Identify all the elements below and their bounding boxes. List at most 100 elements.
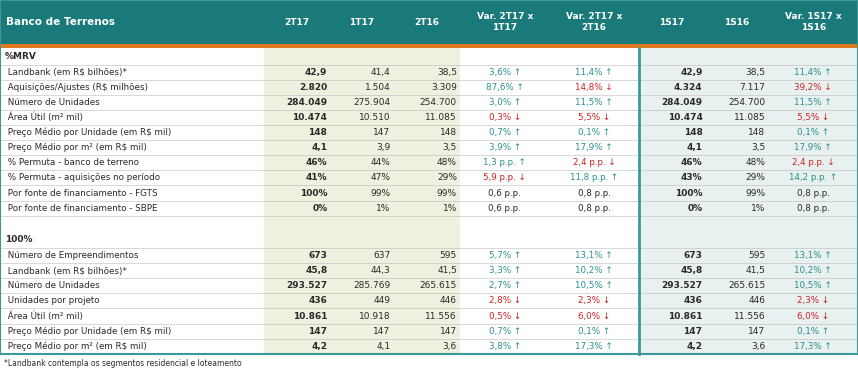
Text: 39,2% ↓: 39,2% ↓	[795, 83, 832, 92]
Text: Preço Médio por m² (em R$ mil): Preço Médio por m² (em R$ mil)	[5, 341, 147, 351]
Text: Unidades por projeto: Unidades por projeto	[5, 296, 100, 305]
Text: 11,4% ↑: 11,4% ↑	[576, 68, 613, 77]
Text: 10.474: 10.474	[293, 113, 328, 122]
Text: 275.904: 275.904	[353, 98, 390, 107]
Text: 5,5% ↓: 5,5% ↓	[578, 113, 610, 122]
Text: 0,1% ↑: 0,1% ↑	[578, 128, 610, 137]
Text: 2T17: 2T17	[285, 18, 310, 27]
Text: 42,9: 42,9	[305, 68, 328, 77]
Text: 673: 673	[309, 251, 328, 260]
Text: 4,2: 4,2	[686, 342, 703, 351]
Bar	[0, 49, 263, 354]
Text: 147: 147	[373, 327, 390, 336]
Text: 100%: 100%	[299, 188, 328, 197]
Text: 46%: 46%	[305, 158, 328, 167]
Text: % Permuta - aquisições no período: % Permuta - aquisições no período	[5, 173, 160, 182]
Text: 0,8 p.p.: 0,8 p.p.	[577, 188, 611, 197]
Text: 148: 148	[748, 128, 765, 137]
Text: 100%: 100%	[5, 235, 33, 244]
Text: 284.049: 284.049	[287, 98, 328, 107]
Text: 14,8% ↓: 14,8% ↓	[576, 83, 613, 92]
Text: 4,1: 4,1	[686, 143, 703, 152]
Text: 0,7% ↑: 0,7% ↑	[488, 128, 521, 137]
Text: 4,1: 4,1	[377, 342, 390, 351]
Text: 1,3 p.p. ↑: 1,3 p.p. ↑	[483, 158, 526, 167]
Text: Número de Empreendimentos: Número de Empreendimentos	[5, 251, 138, 260]
Text: 293.527: 293.527	[662, 281, 703, 290]
Text: Área Útil (m² mil): Área Útil (m² mil)	[5, 113, 83, 122]
Bar	[0, 49, 639, 354]
Text: 87,6% ↑: 87,6% ↑	[486, 83, 523, 92]
Text: 293.527: 293.527	[287, 281, 328, 290]
Text: 2,4 p.p. ↓: 2,4 p.p. ↓	[573, 158, 615, 167]
Text: 0%: 0%	[312, 204, 328, 213]
Text: 595: 595	[748, 251, 765, 260]
Text: Área Útil (m² mil): Área Útil (m² mil)	[5, 311, 83, 321]
Text: 38,5: 38,5	[746, 68, 765, 77]
Text: %MRV: %MRV	[5, 52, 37, 61]
Text: 148: 148	[684, 128, 703, 137]
Text: 10.918: 10.918	[359, 312, 390, 320]
Text: 41,5: 41,5	[746, 266, 765, 275]
Text: 254.700: 254.700	[728, 98, 765, 107]
Text: Preço Médio por Unidade (em R$ mil): Preço Médio por Unidade (em R$ mil)	[5, 326, 172, 336]
Bar	[0, 0, 639, 44]
Text: 2,4 p.p. ↓: 2,4 p.p. ↓	[792, 158, 835, 167]
Text: 0,7% ↑: 0,7% ↑	[488, 327, 521, 336]
Text: 4,2: 4,2	[311, 342, 328, 351]
Text: 4.324: 4.324	[674, 83, 703, 92]
Text: 3,0% ↑: 3,0% ↑	[488, 98, 521, 107]
Text: 0,8 p.p.: 0,8 p.p.	[797, 204, 830, 213]
Text: 1%: 1%	[443, 204, 457, 213]
Text: 673: 673	[684, 251, 703, 260]
Text: 99%: 99%	[746, 188, 765, 197]
Text: Var. 2T17 x
1T17: Var. 2T17 x 1T17	[476, 12, 533, 32]
Text: *Landbank contempla os segmentos residencial e loteamento: *Landbank contempla os segmentos residen…	[4, 359, 242, 368]
Text: 17,3% ↑: 17,3% ↑	[795, 342, 832, 351]
Bar	[639, 0, 858, 44]
Text: Aquisições/Ajustes (R$ milhões): Aquisições/Ajustes (R$ milhões)	[5, 83, 148, 92]
Text: 3,6% ↑: 3,6% ↑	[488, 68, 521, 77]
Text: 44,3: 44,3	[371, 266, 390, 275]
Text: 10,2% ↑: 10,2% ↑	[576, 266, 613, 275]
Text: 6,0% ↓: 6,0% ↓	[578, 312, 610, 320]
Text: 2T16: 2T16	[414, 18, 439, 27]
Text: 11.556: 11.556	[426, 312, 457, 320]
Text: 41%: 41%	[305, 173, 328, 182]
Text: 3,6: 3,6	[752, 342, 765, 351]
Text: 41,4: 41,4	[371, 68, 390, 77]
Text: 0,1% ↑: 0,1% ↑	[797, 128, 830, 137]
Text: 2,8% ↓: 2,8% ↓	[488, 296, 521, 305]
Text: 3,5: 3,5	[443, 143, 457, 152]
Text: 13,1% ↑: 13,1% ↑	[576, 251, 613, 260]
Text: 43%: 43%	[680, 173, 703, 182]
Text: 42,9: 42,9	[680, 68, 703, 77]
Text: 11.085: 11.085	[426, 113, 457, 122]
Text: Número de Unidades: Número de Unidades	[5, 281, 100, 290]
Text: 2,3% ↓: 2,3% ↓	[797, 296, 830, 305]
Text: 7.117: 7.117	[740, 83, 765, 92]
Text: 3,5: 3,5	[752, 143, 765, 152]
Text: 45,8: 45,8	[680, 266, 703, 275]
Text: 3,3% ↑: 3,3% ↑	[488, 266, 521, 275]
Text: Var. 1S17 x
1S16: Var. 1S17 x 1S16	[785, 12, 842, 32]
Text: 284.049: 284.049	[662, 98, 703, 107]
Text: 41,5: 41,5	[437, 266, 457, 275]
Text: 637: 637	[373, 251, 390, 260]
Text: 148: 148	[309, 128, 328, 137]
Text: 0,1% ↑: 0,1% ↑	[797, 327, 830, 336]
Text: 10.510: 10.510	[359, 113, 390, 122]
Text: Landbank (em R$ bilhões)*: Landbank (em R$ bilhões)*	[5, 68, 127, 77]
Text: 10.861: 10.861	[668, 312, 703, 320]
Text: Banco de Terrenos: Banco de Terrenos	[6, 17, 115, 27]
Text: 45,8: 45,8	[305, 266, 328, 275]
Text: 147: 147	[440, 327, 457, 336]
Text: 10,5% ↑: 10,5% ↑	[795, 281, 832, 290]
Text: 100%: 100%	[675, 188, 703, 197]
Text: 3,6: 3,6	[443, 342, 457, 351]
Text: 29%: 29%	[746, 173, 765, 182]
Text: 17,9% ↑: 17,9% ↑	[795, 143, 832, 152]
Text: 0,6 p.p.: 0,6 p.p.	[488, 204, 521, 213]
Text: 0,3% ↓: 0,3% ↓	[488, 113, 521, 122]
Text: 2,3% ↓: 2,3% ↓	[578, 296, 610, 305]
